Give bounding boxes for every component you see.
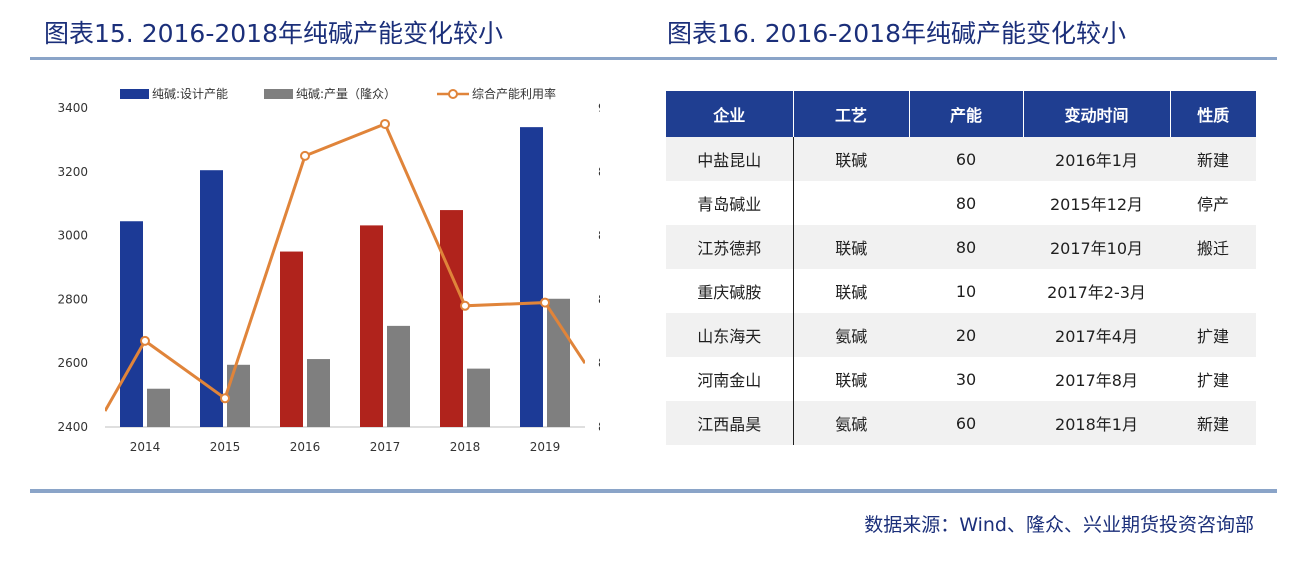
table-cell: 中盐昆山: [666, 137, 794, 181]
table-cell: 氨碱: [793, 401, 909, 445]
table-header-cell: 企业: [666, 91, 793, 137]
table-body: 中盐昆山 联碱 60 2016年1月 新建 青岛碱业 80 2015年12月 停产 江苏德邦 联碱 8…: [666, 137, 1256, 445]
table-cell: 氨碱: [793, 313, 909, 357]
x-tick-label: 2015: [210, 440, 241, 454]
table-cell: 联碱: [793, 137, 909, 181]
table-cell: 10: [909, 269, 1023, 313]
utilization-point-2018: [460, 300, 470, 311]
table-header-cell: 变动时间: [1022, 91, 1170, 137]
bar-output-2016: [307, 359, 330, 427]
table-cell: 2017年10月: [1023, 225, 1170, 269]
footer-divider: [30, 489, 1277, 493]
table-cell: 2017年2-3月: [1023, 269, 1170, 313]
table-cell: 2016年1月: [1023, 137, 1170, 181]
y-right-tick-label: 86%: [598, 229, 600, 243]
x-tick-label: 2014: [130, 440, 161, 454]
utilization-point-2019: [540, 297, 550, 308]
table-cell: 20: [909, 313, 1023, 357]
table-cell: 2017年4月: [1023, 313, 1170, 357]
bar-design-capacity-2019: [520, 127, 543, 427]
bar-design-capacity-2014: [120, 221, 143, 427]
table-header-cell: 工艺: [792, 91, 909, 137]
table-cell: 80: [909, 225, 1023, 269]
table-cell: [793, 181, 909, 225]
source-note: 数据来源：Wind、隆众、兴业期货投资咨询部: [864, 514, 1254, 536]
table-cell: 重庆碱胺: [666, 269, 794, 313]
bar-design-capacity-2016: [280, 251, 303, 427]
x-tick-label: 2016: [290, 440, 321, 454]
utilization-point-2016: [300, 150, 310, 161]
table-cell: 2018年1月: [1023, 401, 1170, 445]
legend-swatch-design-capacity: [120, 89, 149, 99]
capacity-change-table: 企业 工艺 产能 变动时间 性质 中盐昆山 联碱 60 2016年1月 新建 青岛碱业 80 2015…: [666, 91, 1256, 445]
utilization-point-2014: [140, 335, 150, 346]
y-right-tick-label: 80%: [598, 420, 600, 434]
table-row: 中盐昆山 联碱 60 2016年1月 新建: [666, 137, 1256, 181]
bar-design-capacity-2017: [360, 225, 383, 427]
bar-design-capacity-2018: [440, 210, 463, 427]
table-row: 河南金山 联碱 30 2017年8月 扩建: [666, 357, 1256, 401]
table-row: 江西晶昊 氨碱 60 2018年1月 新建: [666, 401, 1256, 445]
y-right-tick-label: 82%: [598, 356, 600, 370]
table-cell: 60: [909, 137, 1023, 181]
table-row: 青岛碱业 80 2015年12月 停产: [666, 181, 1256, 225]
legend-label-utilization: 综合产能利用率: [472, 86, 556, 101]
table-cell: [1170, 269, 1256, 313]
y-left-tick-label: 3200: [57, 165, 88, 179]
y-left-tick-label: 3400: [57, 101, 88, 115]
x-tick-label: 2017: [370, 440, 401, 454]
table-cell: 河南金山: [666, 357, 794, 401]
table-cell: 江西晶昊: [666, 401, 794, 445]
capacity-chart: 2400 2600 2800 3000 3200 3400 80% 82% 84% 86% 88% 9…: [57, 86, 600, 454]
y-left-tick-label: 2400: [57, 420, 88, 434]
legend-label-design-capacity: 纯碱:设计产能: [152, 87, 228, 101]
table-cell: 新建: [1170, 137, 1256, 181]
table-cell: 联碱: [793, 269, 909, 313]
table-header-cell: 产能: [908, 91, 1023, 137]
table-cell: 江苏德邦: [666, 225, 794, 269]
legend-swatch-output: [264, 89, 293, 99]
utilization-line: [105, 122, 585, 412]
table-cell: 青岛碱业: [666, 181, 794, 225]
y-left-tick-label: 2800: [57, 292, 88, 306]
y-right-tick-label: 88%: [598, 165, 600, 179]
table-cell: 联碱: [793, 357, 909, 401]
table-cell: 2017年8月: [1023, 357, 1170, 401]
bar-output-2017: [387, 325, 410, 427]
legend-marker-utilization: [448, 89, 458, 99]
table-header-cell: 性质: [1169, 91, 1256, 137]
x-tick-label: 2018: [450, 440, 481, 454]
bar-output-2015: [227, 364, 250, 427]
utilization-point-2015: [220, 393, 230, 404]
table-cell: 新建: [1170, 401, 1256, 445]
table-cell: 2015年12月: [1023, 181, 1170, 225]
chart-title: 图表15. 2016-2018年纯碱产能变化较小: [44, 19, 503, 48]
legend-label-output: 纯碱:产量（隆众）: [296, 86, 396, 101]
table-cell: 30: [909, 357, 1023, 401]
table-cell: 停产: [1170, 181, 1256, 225]
table-cell: 60: [909, 401, 1023, 445]
table-cell: 扩建: [1170, 357, 1256, 401]
table-title: 图表16. 2016-2018年纯碱产能变化较小: [667, 19, 1126, 48]
table-cell: 联碱: [793, 225, 909, 269]
y-left-tick-label: 2600: [57, 356, 88, 370]
utilization-point-2017: [380, 118, 390, 129]
x-tick-label: 2019: [530, 440, 561, 454]
table-cell: 扩建: [1170, 313, 1256, 357]
table-cell: 搬迁: [1170, 225, 1256, 269]
title-divider: [30, 57, 1277, 60]
table-header-row: 企业 工艺 产能 变动时间 性质: [666, 91, 1256, 137]
y-right-tick-label: 84%: [598, 292, 600, 306]
table-cell: 80: [909, 181, 1023, 225]
bar-output-2014: [147, 388, 170, 427]
table-cell: 山东海天: [666, 313, 794, 357]
y-left-tick-label: 3000: [57, 229, 88, 243]
bar-output-2018: [467, 368, 490, 427]
bar-design-capacity-2015: [200, 170, 223, 427]
table-row: 江苏德邦 联碱 80 2017年10月 搬迁: [666, 225, 1256, 269]
bar-output-2019: [547, 298, 570, 427]
y-right-tick-label: 90%: [598, 101, 600, 115]
table-row: 重庆碱胺 联碱 10 2017年2-3月: [666, 269, 1256, 313]
table-row: 山东海天 氨碱 20 2017年4月 扩建: [666, 313, 1256, 357]
